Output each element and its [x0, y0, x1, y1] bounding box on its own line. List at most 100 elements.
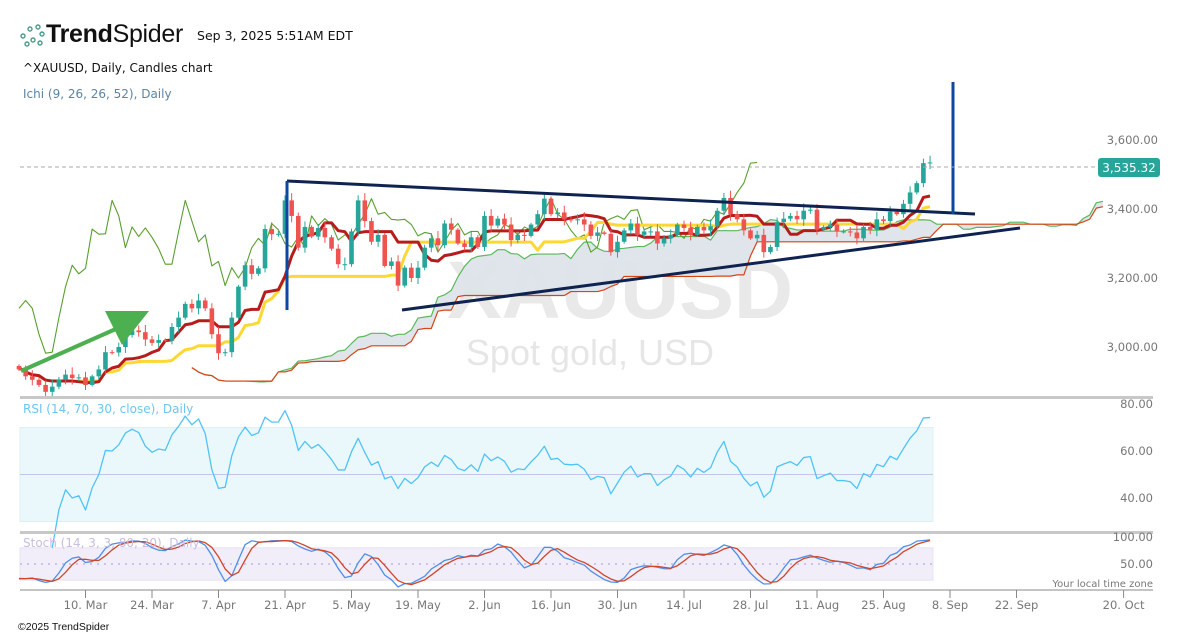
candle-up — [63, 374, 68, 380]
candle-down — [867, 226, 873, 230]
candle-up — [542, 198, 547, 215]
candle-up — [123, 334, 128, 347]
candle-up — [342, 264, 348, 266]
candle-up — [808, 209, 813, 211]
indicator-label[interactable]: Ichi (9, 26, 26, 52), Daily — [23, 87, 172, 101]
candle-down — [522, 234, 527, 236]
candle-up — [262, 229, 268, 269]
candle-up — [375, 234, 381, 242]
candle-down — [462, 243, 467, 247]
candle-up — [196, 300, 201, 309]
candle-down — [309, 226, 314, 237]
candle-down — [23, 369, 28, 377]
candle-up — [841, 231, 846, 233]
candle-up — [56, 379, 62, 387]
candle-up — [402, 267, 407, 286]
candle-up — [675, 224, 680, 235]
candle-up — [495, 218, 501, 226]
candle-down — [322, 227, 328, 238]
x-axis-label: 25. Aug — [861, 598, 905, 612]
candle-up — [861, 226, 866, 239]
candle-up — [256, 268, 261, 274]
drawings[interactable] — [20, 82, 1021, 373]
candle-down — [701, 226, 707, 231]
candle-down — [435, 238, 441, 246]
candle-down — [83, 377, 88, 385]
timezone-note: Your local time zone — [1051, 579, 1153, 590]
pane-separator[interactable] — [20, 396, 1153, 399]
x-axis-label: 11. Aug — [795, 598, 839, 612]
candle-down — [329, 237, 334, 249]
arrow-head-icon[interactable] — [105, 311, 149, 345]
candle-up — [76, 377, 82, 379]
x-axis-label: 19. May — [395, 598, 441, 612]
candle-down — [728, 197, 733, 215]
candle-up — [821, 226, 826, 230]
candle-down — [562, 212, 567, 220]
x-axis-label: 10. Mar — [64, 598, 108, 612]
candle-up — [874, 219, 880, 230]
candle-up — [389, 261, 394, 266]
x-axis-label: 2. Jun — [468, 598, 501, 612]
candle-down — [548, 198, 554, 215]
candle-down — [854, 232, 860, 239]
copyright: ©2025 TrendSpider — [18, 621, 110, 633]
x-axis-label: 7. Apr — [201, 598, 236, 612]
candle-up — [555, 212, 560, 215]
candle-up — [429, 238, 434, 248]
candle-up — [914, 183, 920, 193]
stoch-axis-label: 100.00 — [1113, 530, 1153, 544]
chikou-span-line — [18, 161, 758, 354]
x-axis-label: 14. Jul — [666, 598, 702, 612]
candle-down — [475, 237, 481, 247]
candle-down — [508, 224, 514, 241]
candle-up — [628, 223, 634, 231]
x-axis-label: 20. Oct — [1103, 598, 1145, 612]
candle-up — [276, 233, 281, 235]
candle-down — [847, 231, 853, 233]
candle-up — [754, 234, 760, 239]
x-axis-label: 21. Apr — [264, 598, 306, 612]
candle-down — [202, 300, 208, 309]
candle-up — [708, 226, 713, 231]
upper-trendline[interactable] — [286, 179, 976, 216]
candle-down — [881, 219, 886, 222]
candle-up — [182, 303, 188, 318]
candle-up — [116, 347, 122, 353]
candle-down — [335, 248, 341, 265]
candle-down — [568, 219, 574, 221]
candle-up — [302, 226, 308, 248]
last-price-label: 3,535.32 — [1102, 161, 1155, 175]
candle-down — [143, 332, 148, 340]
candle-down — [209, 308, 215, 335]
candle-up — [714, 210, 720, 227]
candle-up — [774, 222, 780, 247]
candle-down — [382, 234, 388, 266]
candle-down — [409, 267, 414, 278]
candle-down — [448, 223, 454, 230]
candle-up — [661, 238, 667, 244]
candle-down — [681, 224, 687, 228]
lower-trendline[interactable] — [401, 226, 1021, 312]
candle-up — [89, 376, 95, 385]
pane-separator[interactable] — [20, 531, 1153, 534]
rsi-axis-label: 40.00 — [1120, 491, 1153, 505]
candle-up — [236, 286, 241, 318]
candle-up — [355, 200, 361, 232]
candle-down — [581, 219, 587, 225]
candle-up — [575, 219, 580, 221]
x-axis-label: 5. May — [332, 598, 371, 612]
candle-up — [781, 218, 787, 223]
rsi-title: RSI (14, 70, 30, close), Daily — [23, 402, 193, 416]
candle-up — [528, 224, 534, 236]
candle-up — [415, 267, 421, 278]
candle-down — [748, 230, 753, 239]
candle-down — [16, 365, 22, 370]
candle-down — [149, 339, 155, 343]
candle-up — [901, 203, 906, 215]
candle-down — [894, 211, 900, 215]
candle-down — [249, 265, 255, 274]
spider-dots-icon — [20, 23, 45, 47]
arrow-shaft[interactable] — [20, 326, 119, 373]
